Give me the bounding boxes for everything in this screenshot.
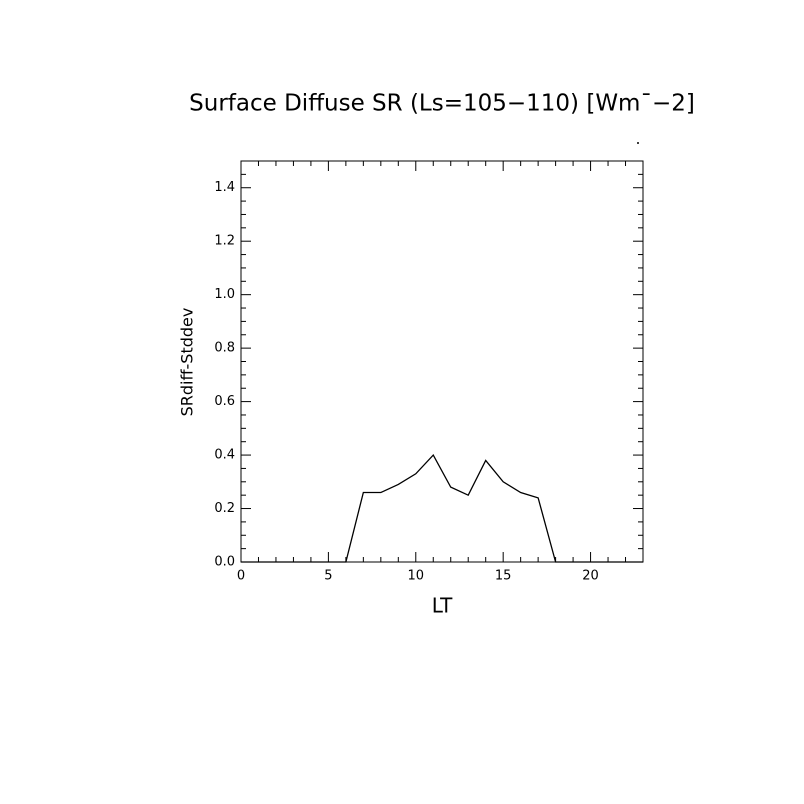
dot <box>637 142 639 144</box>
x-tick-label: 10 <box>408 569 425 584</box>
y-tick-label: 0.6 <box>214 394 235 409</box>
line <box>241 453 643 563</box>
x-tick-label: 5 <box>324 569 332 584</box>
x-tick-label: 20 <box>582 569 599 584</box>
y-axis-label: SRdiff-Stddev <box>178 308 197 417</box>
x-tick-label: 15 <box>495 569 512 584</box>
y-tick-label: 0.0 <box>214 555 235 570</box>
y-tick-label: 1.0 <box>214 287 235 302</box>
y-tick-label: 0.4 <box>214 448 235 463</box>
plot-frame <box>240 160 644 563</box>
x-tick-label: 0 <box>237 569 245 584</box>
y-tick-label: 1.4 <box>214 180 235 195</box>
y-tick-label: 1.2 <box>214 234 235 249</box>
chart-title: Surface Diffuse SR (Ls=105−110) [Wm¯−2] <box>189 91 695 117</box>
y-tick-label: 0.8 <box>214 341 235 356</box>
y-tick-label: 0.2 <box>214 501 235 516</box>
x-axis-label: LT <box>432 594 453 618</box>
